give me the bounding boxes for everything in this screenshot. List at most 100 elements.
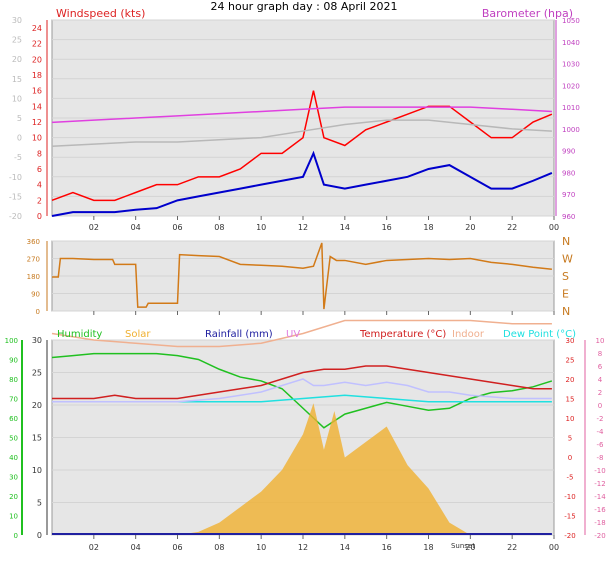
tick-label-temp-right: 20 [566,376,575,384]
page-title: 24 hour graph day : 08 April 2021 [211,0,398,13]
tick-label-right: 960 [562,213,575,221]
tick-label-direction: 270 [27,256,40,264]
tick-label-temp-right: 5 [568,435,572,443]
xtick-panel3: 06 [172,543,182,552]
tick-label-right: 1040 [562,39,580,47]
xtick-panel3: 02 [89,543,99,552]
compass-label: E [562,288,569,301]
tick-label-uv-right: -16 [594,506,606,514]
xtick-panel3: 18 [423,543,433,552]
tick-label-humidity: 100 [5,337,18,345]
series-grey [51,119,552,148]
tick-label-direction: 90 [31,291,40,299]
xtick-panel3: 00 [549,543,559,552]
xtick-panel1: 00 [549,223,559,232]
tick-label-direction: 180 [27,273,40,281]
chart-marks [51,90,553,535]
compass-label: W [562,253,573,266]
xtick-panel3: 12 [298,543,308,552]
tick-label-left-outer: -15 [9,192,22,201]
tick-label-uv-right: 2 [598,389,602,397]
tick-label-uv-right: -20 [594,532,605,540]
tick-label-left-inner: 14 [32,102,42,111]
tick-label-uv-right: 8 [598,350,602,358]
tick-label-humidity: 40 [9,454,18,462]
tick-label-uv-right: 0 [598,402,602,410]
tick-label-humidity: 20 [9,493,18,501]
tick-label-uv-right: 10 [596,337,605,345]
tick-label-right: 1000 [562,126,580,134]
xtick-panel3: 16 [382,543,392,552]
tick-label-humidity: 80 [9,376,18,384]
series-temperature [52,365,552,400]
tick-label-left-inner: 6 [37,165,42,174]
tick-label-right: 1020 [562,82,580,90]
tick-label-right: 980 [562,169,575,177]
xtick-panel1: 22 [507,223,517,232]
tick-label-uv-right: -14 [594,493,606,501]
tick-label-temp-inner: 20 [32,401,42,410]
series-indoor [51,319,552,348]
tick-label-left-outer: 15 [12,75,22,84]
tick-label-left-inner: 18 [32,71,42,80]
tick-label-right: 990 [562,148,575,156]
tick-label-temp-right: -10 [564,493,575,501]
tick-label-temp-right: -20 [564,532,575,540]
tick-label-temp-inner: 25 [32,369,42,378]
xtick-panel3: 10 [256,543,266,552]
legend-solar: Solar [125,329,151,340]
xtick-panel3: 08 [214,543,224,552]
tick-label-uv-right: -10 [594,467,605,475]
tick-label-left-outer: -5 [14,153,22,162]
tick-label-temp-inner: 0 [37,531,42,540]
xtick-panel1: 02 [89,223,99,232]
series-solar [177,403,471,535]
tick-label-right: 1030 [562,61,580,69]
xtick-panel1: 16 [382,223,392,232]
tick-label-uv-right: 6 [598,363,603,371]
legend-rainfall: Rainfall (mm) [205,329,273,340]
tick-label-uv-right: -12 [594,480,605,488]
tick-label-left-inner: 4 [37,181,42,190]
legend-windspeed: Windspeed (kts) [56,7,145,20]
tick-label-uv-right: -8 [597,454,604,462]
tick-label-humidity: 0 [14,532,18,540]
compass-label: S [562,270,569,283]
legend-indoor: Indoor [452,329,485,340]
tick-label-direction: 360 [27,238,40,246]
tick-label-left-outer: 20 [12,55,22,64]
tick-label-temp-right: -15 [564,513,575,521]
tick-label-temp-inner: 10 [32,466,42,475]
xtick-panel1: 10 [256,223,266,232]
series-direction [52,242,552,310]
tick-label-left-inner: 2 [37,196,42,205]
xtick-panel3: 20 [465,543,475,552]
tick-label-left-inner: 20 [32,55,42,64]
tick-label-left-inner: 10 [32,134,42,143]
series-humidity [51,352,553,429]
tick-label-humidity: 60 [9,415,18,423]
tick-label-uv-right: -4 [597,428,605,436]
tick-label-humidity: 30 [9,474,18,482]
tick-label-humidity: 70 [9,396,18,404]
tick-label-right: 1010 [562,104,580,112]
tick-label-left-inner: 12 [32,118,42,127]
legend-uv: UV [286,329,300,340]
xtick-panel1: 12 [298,223,308,232]
tick-label-temp-right: 25 [566,357,575,365]
tick-label-left-outer: 0 [17,134,22,143]
legend-barometer: Barometer (hpa) [482,7,573,20]
legend-temperature: Temperature (°C) [359,329,446,340]
tick-label-temp-right: 0 [568,454,572,462]
tick-label-uv-right: -18 [594,519,605,527]
sunset-label: Sunset [451,542,475,550]
tick-label-temp-right: 10 [566,415,575,423]
tick-label-right: 1050 [562,17,580,25]
tick-label-left-outer: 5 [17,114,22,123]
xtick-panel1: 20 [465,223,475,232]
compass-label: N [562,235,570,248]
tick-label-left-inner: 24 [32,24,42,33]
tick-label-left-inner: 0 [37,212,42,221]
